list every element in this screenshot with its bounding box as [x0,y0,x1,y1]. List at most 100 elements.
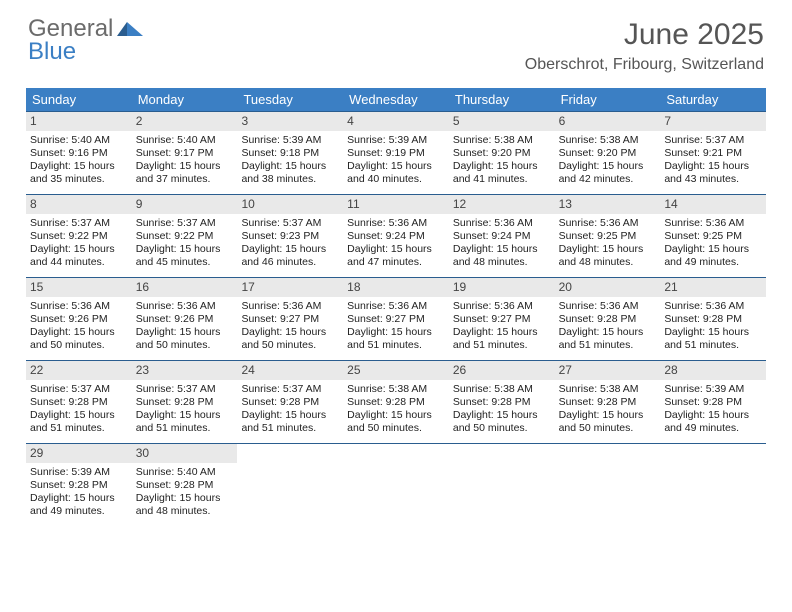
day-body: Sunrise: 5:36 AMSunset: 9:28 PMDaylight:… [555,297,661,359]
sunset-line: Sunset: 9:28 PM [136,479,234,492]
logo: General Blue [28,18,145,64]
sunrise-line: Sunrise: 5:36 AM [559,217,657,230]
day-cell [660,444,766,526]
sunrise-line: Sunrise: 5:36 AM [453,217,551,230]
sunset-line: Sunset: 9:26 PM [30,313,128,326]
day-cell: 19Sunrise: 5:36 AMSunset: 9:27 PMDayligh… [449,278,555,360]
location-text: Oberschrot, Fribourg, Switzerland [525,56,764,74]
sunset-line: Sunset: 9:28 PM [664,396,762,409]
week-row: 22Sunrise: 5:37 AMSunset: 9:28 PMDayligh… [26,360,766,443]
day-number: 12 [449,195,555,214]
week-row: 8Sunrise: 5:37 AMSunset: 9:22 PMDaylight… [26,194,766,277]
day-cell: 7Sunrise: 5:37 AMSunset: 9:21 PMDaylight… [660,112,766,194]
week-row: 1Sunrise: 5:40 AMSunset: 9:16 PMDaylight… [26,111,766,194]
sunrise-line: Sunrise: 5:40 AM [136,134,234,147]
day-body: Sunrise: 5:38 AMSunset: 9:20 PMDaylight:… [449,131,555,193]
day-number: 2 [132,112,238,131]
day-number: 23 [132,361,238,380]
daylight-line: Daylight: 15 hours and 49 minutes. [664,243,762,269]
logo-text-blue: Blue [28,41,145,64]
sunset-line: Sunset: 9:26 PM [136,313,234,326]
weekday-thursday: Thursday [449,88,555,111]
sunrise-line: Sunrise: 5:37 AM [241,383,339,396]
day-number: 4 [343,112,449,131]
day-cell [555,444,661,526]
day-number: 8 [26,195,132,214]
day-cell: 29Sunrise: 5:39 AMSunset: 9:28 PMDayligh… [26,444,132,526]
sunrise-line: Sunrise: 5:40 AM [30,134,128,147]
day-body: Sunrise: 5:36 AMSunset: 9:27 PMDaylight:… [343,297,449,359]
daylight-line: Daylight: 15 hours and 51 minutes. [347,326,445,352]
sunrise-line: Sunrise: 5:39 AM [241,134,339,147]
weekday-sunday: Sunday [26,88,132,111]
day-cell: 20Sunrise: 5:36 AMSunset: 9:28 PMDayligh… [555,278,661,360]
day-cell: 3Sunrise: 5:39 AMSunset: 9:18 PMDaylight… [237,112,343,194]
daylight-line: Daylight: 15 hours and 51 minutes. [559,326,657,352]
sunrise-line: Sunrise: 5:39 AM [30,466,128,479]
daylight-line: Daylight: 15 hours and 51 minutes. [241,409,339,435]
day-cell [449,444,555,526]
sunrise-line: Sunrise: 5:36 AM [241,300,339,313]
daylight-line: Daylight: 15 hours and 50 minutes. [30,326,128,352]
day-cell: 10Sunrise: 5:37 AMSunset: 9:23 PMDayligh… [237,195,343,277]
day-body: Sunrise: 5:39 AMSunset: 9:18 PMDaylight:… [237,131,343,193]
daylight-line: Daylight: 15 hours and 45 minutes. [136,243,234,269]
daylight-line: Daylight: 15 hours and 35 minutes. [30,160,128,186]
day-cell: 2Sunrise: 5:40 AMSunset: 9:17 PMDaylight… [132,112,238,194]
day-number: 24 [237,361,343,380]
sunset-line: Sunset: 9:22 PM [30,230,128,243]
sunset-line: Sunset: 9:28 PM [30,479,128,492]
weekday-friday: Friday [555,88,661,111]
sunset-line: Sunset: 9:28 PM [453,396,551,409]
daylight-line: Daylight: 15 hours and 38 minutes. [241,160,339,186]
day-body: Sunrise: 5:37 AMSunset: 9:22 PMDaylight:… [26,214,132,276]
sunrise-line: Sunrise: 5:36 AM [664,217,762,230]
day-body: Sunrise: 5:38 AMSunset: 9:28 PMDaylight:… [555,380,661,442]
sunrise-line: Sunrise: 5:38 AM [453,134,551,147]
day-number: 3 [237,112,343,131]
daylight-line: Daylight: 15 hours and 51 minutes. [136,409,234,435]
sunrise-line: Sunrise: 5:37 AM [30,217,128,230]
day-body: Sunrise: 5:37 AMSunset: 9:23 PMDaylight:… [237,214,343,276]
weekday-header: Sunday Monday Tuesday Wednesday Thursday… [26,88,766,111]
sunrise-line: Sunrise: 5:36 AM [559,300,657,313]
daylight-line: Daylight: 15 hours and 37 minutes. [136,160,234,186]
day-body: Sunrise: 5:38 AMSunset: 9:28 PMDaylight:… [449,380,555,442]
day-body: Sunrise: 5:37 AMSunset: 9:28 PMDaylight:… [132,380,238,442]
sunset-line: Sunset: 9:28 PM [559,313,657,326]
day-number: 28 [660,361,766,380]
sunrise-line: Sunrise: 5:37 AM [30,383,128,396]
sunset-line: Sunset: 9:27 PM [453,313,551,326]
calendar: Sunday Monday Tuesday Wednesday Thursday… [26,88,766,526]
day-body: Sunrise: 5:38 AMSunset: 9:20 PMDaylight:… [555,131,661,193]
sunrise-line: Sunrise: 5:36 AM [136,300,234,313]
day-body: Sunrise: 5:36 AMSunset: 9:25 PMDaylight:… [660,214,766,276]
day-number: 29 [26,444,132,463]
sunrise-line: Sunrise: 5:38 AM [453,383,551,396]
sunset-line: Sunset: 9:20 PM [453,147,551,160]
sunset-line: Sunset: 9:25 PM [559,230,657,243]
day-cell: 9Sunrise: 5:37 AMSunset: 9:22 PMDaylight… [132,195,238,277]
day-cell: 1Sunrise: 5:40 AMSunset: 9:16 PMDaylight… [26,112,132,194]
daylight-line: Daylight: 15 hours and 51 minutes. [453,326,551,352]
sunset-line: Sunset: 9:28 PM [664,313,762,326]
title-block: June 2025 Oberschrot, Fribourg, Switzerl… [525,18,764,74]
day-body: Sunrise: 5:39 AMSunset: 9:19 PMDaylight:… [343,131,449,193]
daylight-line: Daylight: 15 hours and 49 minutes. [664,409,762,435]
day-cell: 22Sunrise: 5:37 AMSunset: 9:28 PMDayligh… [26,361,132,443]
sunset-line: Sunset: 9:27 PM [241,313,339,326]
day-body: Sunrise: 5:36 AMSunset: 9:27 PMDaylight:… [237,297,343,359]
sunrise-line: Sunrise: 5:38 AM [559,134,657,147]
day-number: 19 [449,278,555,297]
sunrise-line: Sunrise: 5:40 AM [136,466,234,479]
day-number: 20 [555,278,661,297]
daylight-line: Daylight: 15 hours and 48 minutes. [136,492,234,518]
sunrise-line: Sunrise: 5:38 AM [347,383,445,396]
sunset-line: Sunset: 9:22 PM [136,230,234,243]
sunset-line: Sunset: 9:28 PM [559,396,657,409]
day-number: 7 [660,112,766,131]
sunrise-line: Sunrise: 5:39 AM [347,134,445,147]
daylight-line: Daylight: 15 hours and 50 minutes. [136,326,234,352]
weekday-wednesday: Wednesday [343,88,449,111]
day-body: Sunrise: 5:37 AMSunset: 9:22 PMDaylight:… [132,214,238,276]
